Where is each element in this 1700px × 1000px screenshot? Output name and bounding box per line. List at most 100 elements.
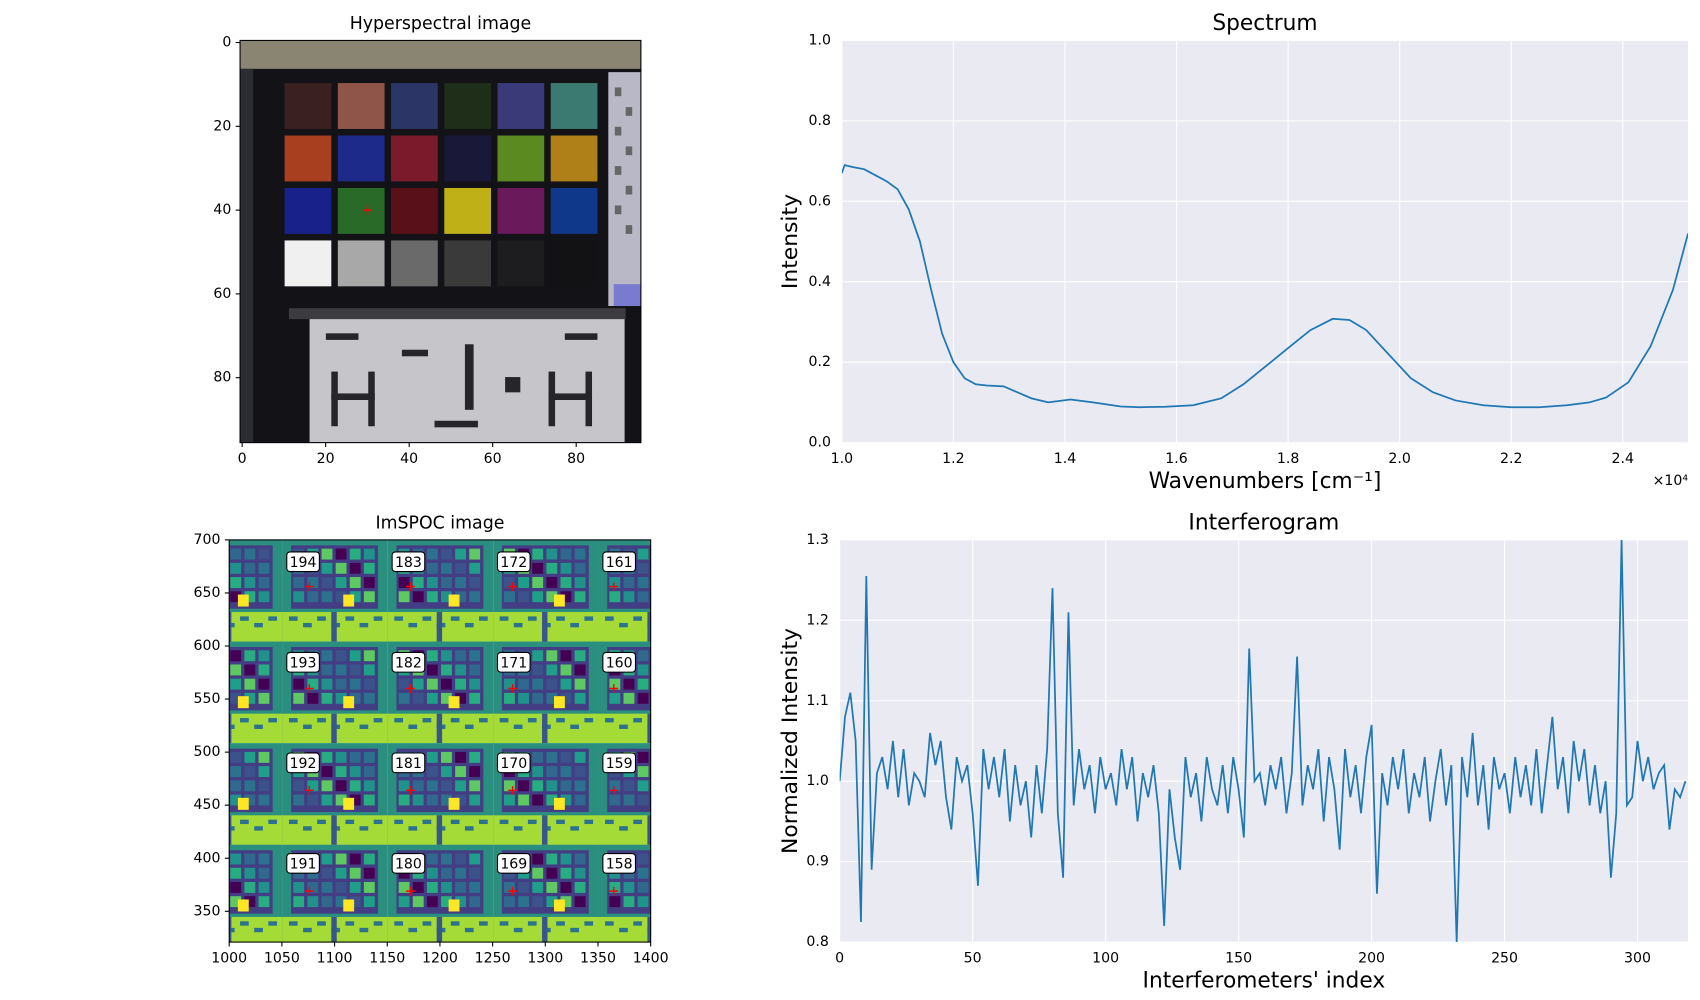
image-pixel (625, 225, 633, 234)
tile-label: 191 (290, 856, 317, 872)
image-pixel (455, 548, 467, 560)
y-tick-label: 0.6 (809, 193, 831, 209)
image-pixel (321, 650, 333, 662)
image-pixel (426, 678, 438, 690)
image-pixel (469, 896, 481, 908)
marker (406, 582, 415, 591)
image-pixel (359, 622, 369, 628)
image-pixel (637, 853, 649, 865)
data-line (841, 164, 1689, 409)
image-pixel (202, 780, 213, 791)
image-pixel (216, 679, 227, 690)
image-pixel (652, 693, 663, 704)
image-pixel (680, 896, 691, 907)
image-pixel (666, 854, 677, 865)
x-tick-label: 1250 (475, 950, 511, 966)
image-pixel (321, 896, 333, 908)
label-box (496, 651, 531, 673)
image-pixel (652, 854, 663, 865)
x-tick-label: 1.4 (1054, 451, 1076, 467)
image-pixel (394, 819, 404, 825)
image-pixel (532, 591, 544, 603)
chart-title: ImSPOC image (375, 513, 504, 533)
image-pixel (690, 616, 699, 620)
image-pixel (504, 881, 515, 893)
image-pixel (546, 562, 558, 574)
image-pixel (469, 766, 481, 778)
image-pixel (550, 135, 598, 182)
image-pixel (258, 548, 270, 560)
plot-background (839, 539, 1689, 943)
image-pixel (469, 780, 481, 792)
image-pixel (363, 794, 375, 806)
marker (508, 684, 517, 693)
image-pixel (574, 867, 586, 879)
image-pixel (230, 766, 242, 778)
image-pixel (363, 577, 375, 588)
image-pixel (202, 563, 213, 574)
image-pixel (258, 867, 270, 879)
x-tick-label: 1350 (580, 950, 616, 966)
image-pixel (680, 780, 691, 791)
x-tick-label: 50 (964, 950, 982, 966)
image-pixel (202, 766, 213, 777)
image-pixel (556, 616, 565, 621)
image-pixel (321, 794, 333, 806)
image-pixel (666, 896, 677, 907)
image-pixel (666, 577, 677, 588)
image-pixel (426, 692, 438, 704)
image-pixel (244, 591, 256, 603)
image-pixel (614, 205, 622, 215)
image-pixel (609, 577, 621, 588)
x-tick-label: 1300 (527, 950, 563, 966)
image-pixel (518, 780, 530, 792)
image-pixel (518, 591, 530, 603)
image-pixel (444, 135, 491, 182)
image-pixel (546, 751, 558, 763)
image-pixel (293, 678, 305, 690)
image-pixel (394, 616, 404, 621)
image-pixel (391, 135, 438, 182)
image-pixel (647, 916, 651, 943)
image-pixel (321, 548, 333, 560)
image-pixel (532, 678, 544, 690)
image-pixel (426, 664, 438, 676)
image-pixel (331, 815, 337, 845)
image-pixel (560, 794, 572, 806)
image-pixel (230, 881, 242, 893)
image-pixel (513, 826, 523, 831)
y-tick-label: 60 (213, 286, 231, 302)
image-pixel (441, 664, 452, 676)
image-pixel (188, 563, 199, 574)
tile-label: 181 (395, 756, 422, 772)
image-pixel (623, 692, 635, 704)
image-pixel (288, 718, 298, 723)
image-pixel (680, 664, 691, 675)
image-pixel (532, 867, 544, 879)
image-pixel (619, 927, 628, 933)
x-tick-label: 0 (238, 451, 247, 467)
label-box (602, 651, 637, 673)
image-pixel (373, 819, 383, 825)
image-pixel (398, 881, 410, 893)
image-pixel (637, 548, 649, 560)
image-pixel (321, 692, 333, 704)
image-pixel (229, 916, 232, 943)
image-pixel (202, 868, 213, 879)
image-pixel (363, 780, 375, 792)
image-pixel (349, 664, 361, 676)
image-pixel (499, 718, 509, 723)
image-pixel (198, 928, 207, 932)
image-pixel (469, 664, 481, 676)
image-pixel (479, 718, 488, 723)
image-pixel (230, 853, 242, 865)
image-pixel (258, 692, 270, 704)
image-pixel (609, 794, 621, 806)
y-tick-label: 500 (194, 744, 221, 760)
image-pixel (469, 853, 481, 865)
image-pixel (444, 83, 491, 129)
image-pixel (436, 612, 443, 642)
image-pixel (349, 853, 361, 865)
image-pixel (469, 881, 481, 893)
image-pixel (188, 780, 199, 791)
